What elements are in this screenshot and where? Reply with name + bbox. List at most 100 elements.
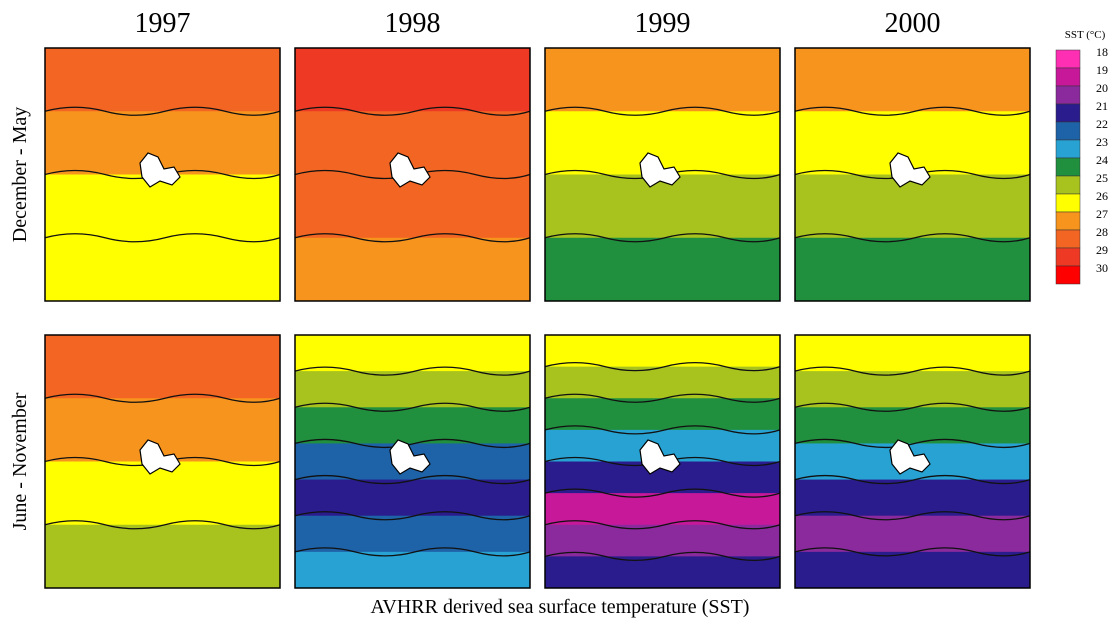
sst-band [795, 515, 1030, 553]
contour-line [794, 366, 1031, 376]
sst-band [45, 398, 280, 462]
legend-swatch [1055, 139, 1081, 159]
legend-tick-label: 18 [1096, 45, 1108, 59]
sst-band [795, 371, 1030, 408]
sst-band [545, 174, 780, 239]
sst-band [545, 237, 780, 302]
sst-band [295, 371, 530, 408]
legend-swatch [1055, 211, 1081, 231]
sst-band [545, 335, 780, 368]
sst-band [45, 524, 280, 589]
sst-band [295, 237, 530, 302]
legend-tick-label: 24 [1096, 153, 1108, 167]
map-panel [294, 334, 531, 589]
island [389, 439, 431, 475]
column-title: 1997 [135, 8, 191, 39]
sst-band [45, 335, 280, 399]
legend-tick-label: 23 [1096, 135, 1108, 149]
sst-band [295, 551, 530, 589]
sst-band [295, 479, 530, 517]
map-panel [44, 334, 281, 589]
contour-line [294, 511, 531, 521]
map-panel [294, 47, 531, 302]
sst-band [795, 111, 1030, 175]
contour-line [294, 402, 531, 412]
row-label: June - November [9, 392, 31, 530]
contour-line [294, 366, 531, 376]
sst-band [545, 111, 780, 175]
contour-line [294, 438, 531, 449]
contour-line [294, 547, 531, 557]
sst-band [545, 366, 780, 399]
contour-line [794, 474, 1031, 485]
panel-frame [294, 334, 531, 589]
contour-line [544, 551, 781, 562]
sst-band [45, 237, 280, 302]
sst-band [545, 398, 780, 431]
sst-band [795, 335, 1030, 372]
contour-line [294, 474, 531, 485]
contour-line [544, 233, 781, 243]
panel-frame [544, 47, 781, 302]
contour-line [794, 106, 1031, 116]
island [139, 439, 181, 475]
contour-line [544, 425, 781, 435]
sst-band [295, 335, 530, 372]
sst-band [45, 111, 280, 175]
column-title: 1998 [385, 8, 441, 39]
island [889, 439, 931, 475]
sst-band [545, 556, 780, 589]
panel-frame [44, 334, 281, 589]
legend-tick-label: 22 [1096, 117, 1108, 131]
contour-line [544, 488, 781, 498]
row-label: December - May [9, 107, 31, 243]
legend-swatch [1055, 85, 1081, 105]
contour-line [544, 520, 781, 530]
sst-band [795, 551, 1030, 589]
legend-swatch [1055, 265, 1081, 285]
sst-band [795, 237, 1030, 302]
contour-line [794, 402, 1031, 412]
legend-title: SST (°C) [1065, 29, 1106, 41]
sst-band [295, 111, 530, 175]
island [889, 152, 931, 188]
legend-swatch [1055, 49, 1081, 69]
contour-line [794, 547, 1031, 557]
contour-line [44, 233, 281, 243]
legend-tick-label: 27 [1096, 207, 1108, 221]
contour-line [794, 511, 1031, 521]
legend-swatch [1055, 193, 1081, 213]
sst-band [795, 407, 1030, 444]
legend-tick-label: 30 [1096, 261, 1108, 275]
contour-line [44, 520, 281, 530]
contour-line [794, 233, 1031, 243]
sst-band [545, 493, 780, 526]
sst-band [295, 48, 530, 112]
column-title: 2000 [885, 8, 941, 39]
sst-band [795, 48, 1030, 112]
sst-band [795, 479, 1030, 517]
legend-tick-label: 26 [1096, 189, 1108, 203]
map-panel [794, 47, 1031, 302]
column-title: 1999 [635, 8, 691, 39]
legend-swatch [1055, 157, 1081, 177]
contour-line [544, 361, 781, 372]
island [639, 439, 681, 475]
panel-frame [294, 47, 531, 302]
contour-line [44, 106, 281, 116]
map-panel [544, 47, 781, 302]
island [139, 152, 181, 188]
legend-tick-label: 28 [1096, 225, 1108, 239]
legend-tick-label: 19 [1096, 63, 1108, 77]
contour-line [794, 438, 1031, 449]
caption: AVHRR derived sea surface temperature (S… [371, 596, 750, 618]
legend-swatch [1055, 121, 1081, 141]
sst-band [545, 524, 780, 557]
legend-tick-label: 25 [1096, 171, 1108, 185]
legend-swatch [1055, 229, 1081, 249]
sst-band [545, 48, 780, 112]
map-panel [794, 334, 1031, 589]
contour-line [544, 106, 781, 116]
contour-line [44, 393, 281, 403]
